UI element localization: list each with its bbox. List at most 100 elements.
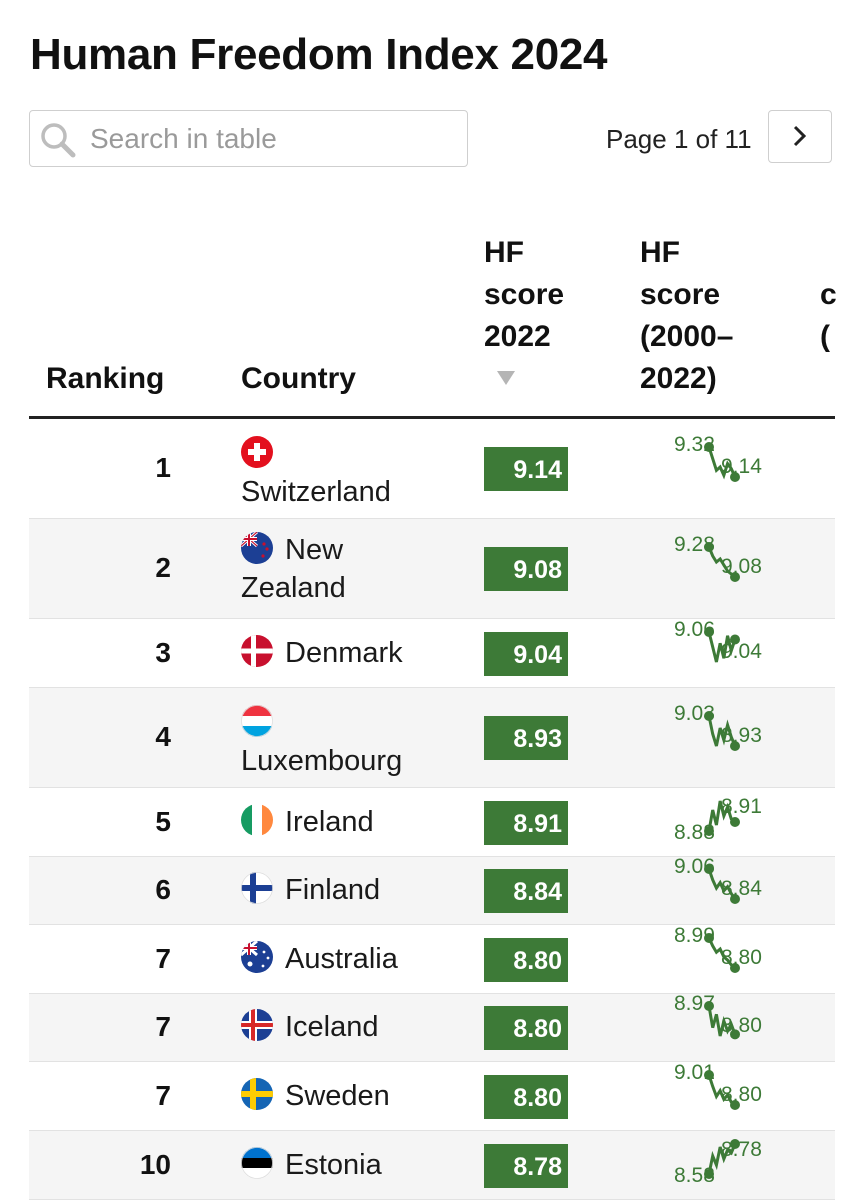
rank-value: 3 <box>155 636 171 668</box>
sparkline-start-label: 9.03 <box>674 702 715 725</box>
column-header-next-partial[interactable]: c ( <box>820 274 837 358</box>
hf-score-badge: 8.80 <box>484 937 568 982</box>
hf-score-badge: 8.84 <box>484 869 568 913</box>
column-header-ranking[interactable]: Ranking <box>46 362 165 395</box>
table-row[interactable]: 2 New Zealand 9.08 9.28 9.08 <box>29 519 835 619</box>
hf-score-badge: 8.78 <box>484 1143 568 1188</box>
sparkline-end-label: 9.08 <box>721 555 762 578</box>
country-cell: Sweden <box>241 1077 451 1115</box>
sparkline-start-dot <box>704 1069 714 1080</box>
table-row[interactable]: 1 Switzerland 9.14 9.32 9.14 <box>29 419 835 519</box>
header-line: 2022 <box>484 320 551 353</box>
table-row[interactable]: 10 Estonia 8.78 8.58 8.78 <box>29 1131 835 1200</box>
hf-score-badge: 8.93 <box>484 716 568 760</box>
hf-score-badge: 9.14 <box>484 447 568 491</box>
sparkline-path <box>707 631 737 662</box>
country-name: Switzerland <box>241 476 391 508</box>
chevron-right-icon <box>793 125 807 147</box>
sparkline-start-dot <box>704 442 714 452</box>
country-name: Ireland <box>285 805 374 838</box>
sparkline-start-label: 9.32 <box>674 433 715 456</box>
hf-score-sparkline: 8.88 8.91 <box>674 795 762 844</box>
header-line: c <box>820 278 837 311</box>
sweden-flag-icon <box>241 1077 273 1110</box>
sparkline-start-label: 9.01 <box>674 1061 715 1084</box>
table-row[interactable]: 3 Denmark 9.04 9.06 9.04 <box>29 618 835 688</box>
sparkline-start-label: 8.58 <box>674 1164 715 1187</box>
sparkline-start-dot <box>704 626 714 637</box>
search-input[interactable] <box>88 119 462 159</box>
country-cell: Iceland <box>241 1008 451 1046</box>
rank-value: 1 <box>155 452 171 483</box>
sparkline-start-dot <box>704 864 714 874</box>
new-zealand-flag-icon <box>241 532 273 564</box>
hf-score-sparkline: 9.28 9.08 <box>674 533 762 582</box>
country-name: Iceland <box>285 1011 379 1043</box>
sparkline-end-dot <box>730 1029 740 1040</box>
column-header-country[interactable]: Country <box>241 362 356 395</box>
sparkline-end-label: 9.04 <box>721 640 762 663</box>
hf-score-badge: 8.80 <box>484 1006 568 1050</box>
hf-score-sparkline: 9.32 9.14 <box>674 433 762 482</box>
rank-value: 7 <box>155 942 171 974</box>
hf-score-sparkline: 9.01 8.80 <box>674 1061 762 1110</box>
table-row[interactable]: 5 Ireland 8.91 8.88 8.91 <box>29 788 835 857</box>
country-cell: Australia <box>241 940 451 978</box>
rank-value: 7 <box>155 1079 171 1111</box>
sort-desc-icon[interactable] <box>496 369 516 387</box>
country-cell: Estonia <box>241 1146 451 1184</box>
sparkline-start-dot <box>704 711 714 721</box>
ireland-flag-icon <box>241 803 273 836</box>
rank-value: 7 <box>155 1011 171 1042</box>
hf-score-sparkline: 8.99 8.80 <box>674 924 762 973</box>
country-name: Denmark <box>285 636 403 669</box>
table-row[interactable]: 7 Australia 8.80 8.99 8.80 <box>29 924 835 994</box>
table-row[interactable]: 7 Sweden 8.80 9.01 8.80 <box>29 1061 835 1131</box>
sparkline-end-dot <box>730 894 740 904</box>
search-box[interactable] <box>29 110 468 167</box>
country-name: Australia <box>285 942 398 975</box>
sparkline-start-dot <box>704 932 714 943</box>
country-cell: Luxembourg <box>241 704 451 780</box>
sparkline-start-label: 8.99 <box>674 924 715 947</box>
header-line: 2022) <box>640 362 717 395</box>
country-cell: New Zealand <box>241 531 451 607</box>
sparkline-end-dot <box>730 572 740 582</box>
header-line: HF <box>484 236 524 269</box>
header-line: (2000– <box>640 320 734 353</box>
sparkline-path <box>707 936 736 969</box>
sparkline-end-label: 9.14 <box>721 455 762 478</box>
sparkline-start-dot <box>704 542 714 552</box>
australia-flag-icon <box>241 940 273 973</box>
column-header-hf-score-trend[interactable]: HF score (2000– 2022) <box>640 232 733 400</box>
sparkline-start-dot <box>704 825 714 836</box>
hf-score-sparkline: 8.58 8.78 <box>674 1138 762 1187</box>
column-header-hf-score-2022[interactable]: HF score 2022 <box>484 232 564 358</box>
sparkline-path <box>707 1005 737 1037</box>
luxembourg-flag-icon <box>241 705 273 737</box>
sparkline-start-label: 9.28 <box>674 533 715 556</box>
table-row[interactable]: 6 Finland 8.84 9.06 8.84 <box>29 855 835 925</box>
table-row[interactable]: 7 Iceland 8.80 8.97 8.80 <box>29 992 835 1062</box>
hf-score-sparkline: 9.03 8.93 <box>674 702 762 751</box>
sparkline-end-label: 8.93 <box>721 724 762 747</box>
table-row[interactable]: 4 Luxembourg 8.93 9.03 8.93 <box>29 688 835 788</box>
sparkline-start-label: 9.06 <box>674 855 715 878</box>
next-page-button[interactable] <box>768 110 832 163</box>
country-name: New Zealand <box>241 534 346 604</box>
sparkline-path <box>707 800 736 831</box>
sparkline-start-label: 9.06 <box>674 618 715 641</box>
iceland-flag-icon <box>241 1009 273 1041</box>
sparkline-end-dot <box>730 741 740 751</box>
sparkline-end-dot <box>730 1099 740 1110</box>
sparkline-path <box>707 715 737 747</box>
sparkline-end-label: 8.80 <box>721 946 762 969</box>
rank-value: 6 <box>155 874 171 905</box>
country-name: Sweden <box>285 1079 390 1112</box>
finland-flag-icon <box>241 872 273 904</box>
sparkline-path <box>707 546 736 579</box>
sparkline-start-dot <box>704 1001 714 1011</box>
country-cell: Denmark <box>241 634 451 672</box>
hf-score-sparkline: 9.06 8.84 <box>674 855 762 904</box>
page-title: Human Freedom Index 2024 <box>30 30 608 79</box>
